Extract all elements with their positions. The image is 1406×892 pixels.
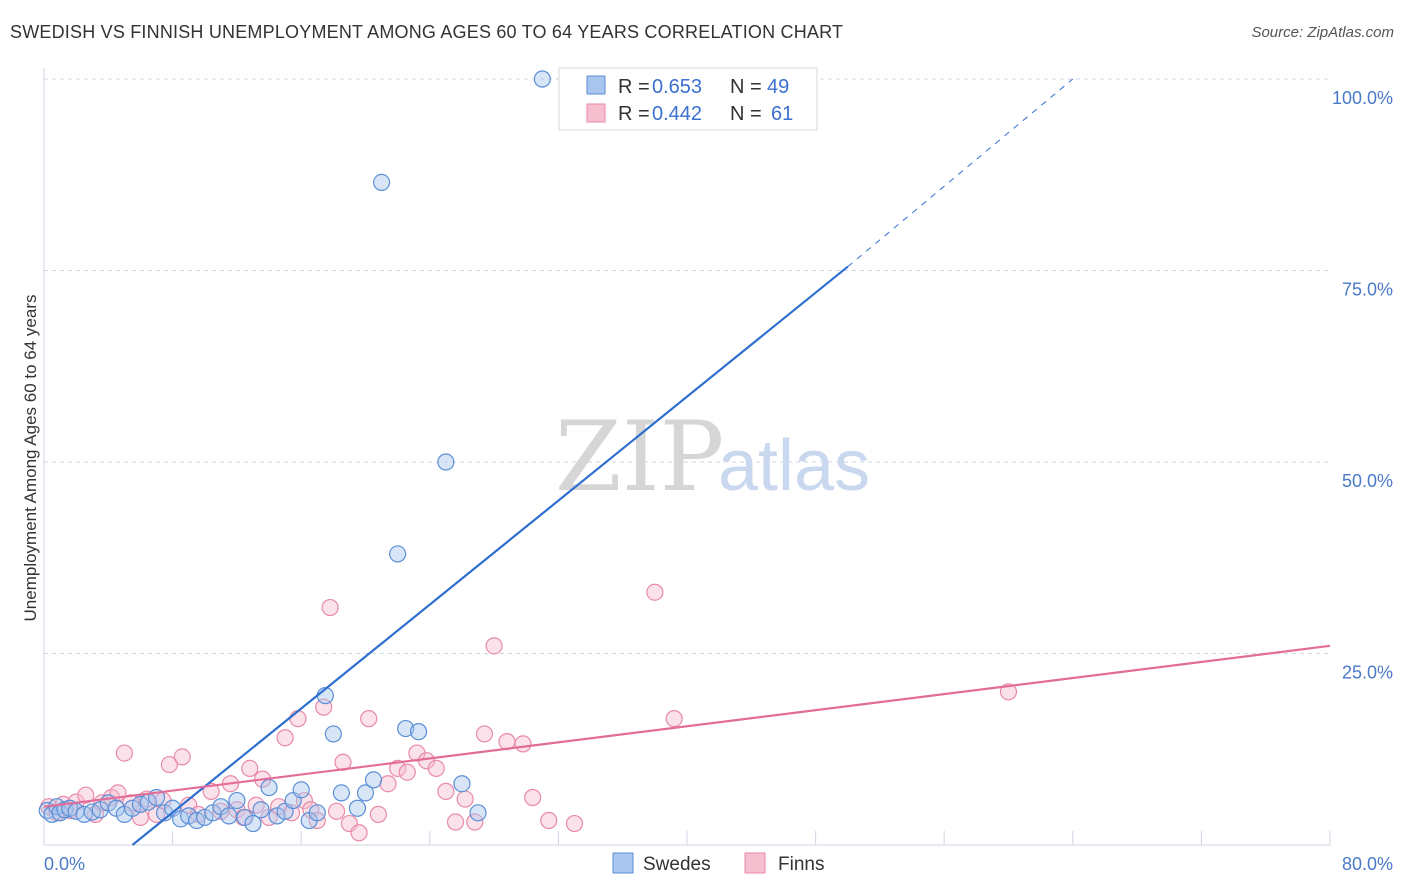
swedes-point — [308, 804, 326, 822]
swedes-trend-line — [131, 265, 849, 846]
swedes-point — [389, 545, 407, 563]
swedes-point — [123, 799, 142, 817]
finns-point — [247, 796, 265, 814]
legend-swedes-n-value: 49 — [767, 76, 789, 98]
finns-point — [350, 824, 368, 842]
finns-point — [241, 759, 259, 778]
finns-point — [360, 710, 378, 728]
swedes-point — [372, 173, 391, 192]
swedes-point — [356, 784, 375, 802]
swedes-point — [244, 814, 262, 833]
swedes-point — [453, 775, 471, 793]
swedes-point — [324, 725, 342, 743]
finns-point — [514, 735, 532, 753]
legend-swedes-n-label: N = — [730, 76, 762, 98]
bottom-legend-finns-swatch — [744, 852, 766, 874]
chart-source: Source: ZipAtlas.com — [1251, 24, 1394, 41]
finns-points — [40, 583, 1018, 842]
finns-point — [115, 744, 133, 762]
x-tick-label-max: 80.0% — [1342, 854, 1393, 874]
bottom-legend-swedes-label: Swedes — [643, 854, 711, 875]
legend-finns-n-label: N = — [730, 103, 762, 125]
swedes-point — [409, 723, 428, 741]
trend-lines — [43, 78, 1331, 846]
swedes-point — [196, 808, 214, 827]
finns-point — [446, 813, 465, 831]
y-axis-tick-labels: 25.0% 50.0% 75.0% 100.0% — [1332, 88, 1393, 683]
legend-swedes-r-value: 0.653 — [652, 76, 702, 98]
finns-point — [646, 583, 664, 601]
swedes-point — [364, 771, 383, 789]
finns-point — [999, 683, 1018, 701]
legend: R = 0.653 N = 49 R = 0.442 N = 61 — [558, 67, 818, 131]
swedes-points — [38, 70, 551, 833]
swedes-point — [260, 778, 278, 797]
finns-point — [466, 813, 484, 831]
finns-point — [379, 775, 397, 793]
finns-point — [327, 802, 346, 820]
legend-finns-r-label: R = — [618, 103, 650, 125]
swedes-point — [228, 791, 246, 810]
legend-finns-r-value: 0.442 — [652, 103, 702, 125]
y-tick-label-50: 50.0% — [1342, 471, 1393, 491]
chart-title: SWEDISH VS FINNISH UNEMPLOYMENT AMONG AG… — [10, 22, 844, 42]
swedes-point — [332, 784, 350, 802]
swedes-point — [533, 70, 551, 88]
x-axis-ticks — [43, 831, 1331, 845]
swedes-point — [268, 807, 286, 825]
finns-point — [321, 598, 339, 617]
finns-point — [524, 788, 542, 807]
y-tick-label-100: 100.0% — [1332, 88, 1393, 108]
finns-point — [77, 786, 95, 804]
finns-point — [276, 729, 294, 747]
swedes-point — [292, 781, 310, 799]
legend-swedes-r-label: R = — [618, 76, 650, 98]
y-tick-label-75: 75.0% — [1342, 280, 1393, 300]
finns-point — [173, 748, 191, 766]
swedes-point — [397, 719, 415, 738]
finns-point — [289, 710, 307, 728]
swedes-point — [220, 807, 238, 825]
swedes-point — [348, 799, 367, 817]
swedes-trend-extension — [847, 78, 1074, 268]
legend-swedes-swatch — [586, 75, 606, 95]
swedes-point — [437, 453, 455, 471]
bottom-legend: Swedes Finns — [612, 852, 824, 875]
watermark-zip: ZIP — [555, 401, 724, 513]
swedes-point — [252, 801, 270, 819]
finns-point — [456, 790, 474, 808]
bottom-legend-swedes-swatch — [612, 852, 634, 874]
finns-point — [160, 755, 178, 774]
finns-point — [665, 710, 683, 728]
finns-point — [565, 814, 584, 833]
swedes-point — [469, 804, 487, 822]
finns-point — [389, 759, 407, 778]
watermark-atlas: atlas — [718, 426, 870, 506]
finns-point — [540, 811, 558, 830]
finns-point — [398, 763, 416, 781]
finns-point — [475, 725, 494, 743]
finns-trend-line — [43, 644, 1331, 808]
y-tick-label-25: 25.0% — [1342, 663, 1393, 683]
finns-point — [427, 759, 445, 778]
y-axis-label: Unemployment Among Ages 60 to 64 years — [21, 295, 40, 622]
finns-point — [369, 805, 387, 823]
legend-finns-n-value: 61 — [771, 103, 793, 125]
finns-point — [437, 782, 455, 800]
finns-point — [485, 637, 503, 655]
legend-finns-swatch — [586, 103, 606, 123]
x-tick-label-min: 0.0% — [44, 854, 85, 874]
bottom-legend-finns-label: Finns — [778, 854, 824, 875]
